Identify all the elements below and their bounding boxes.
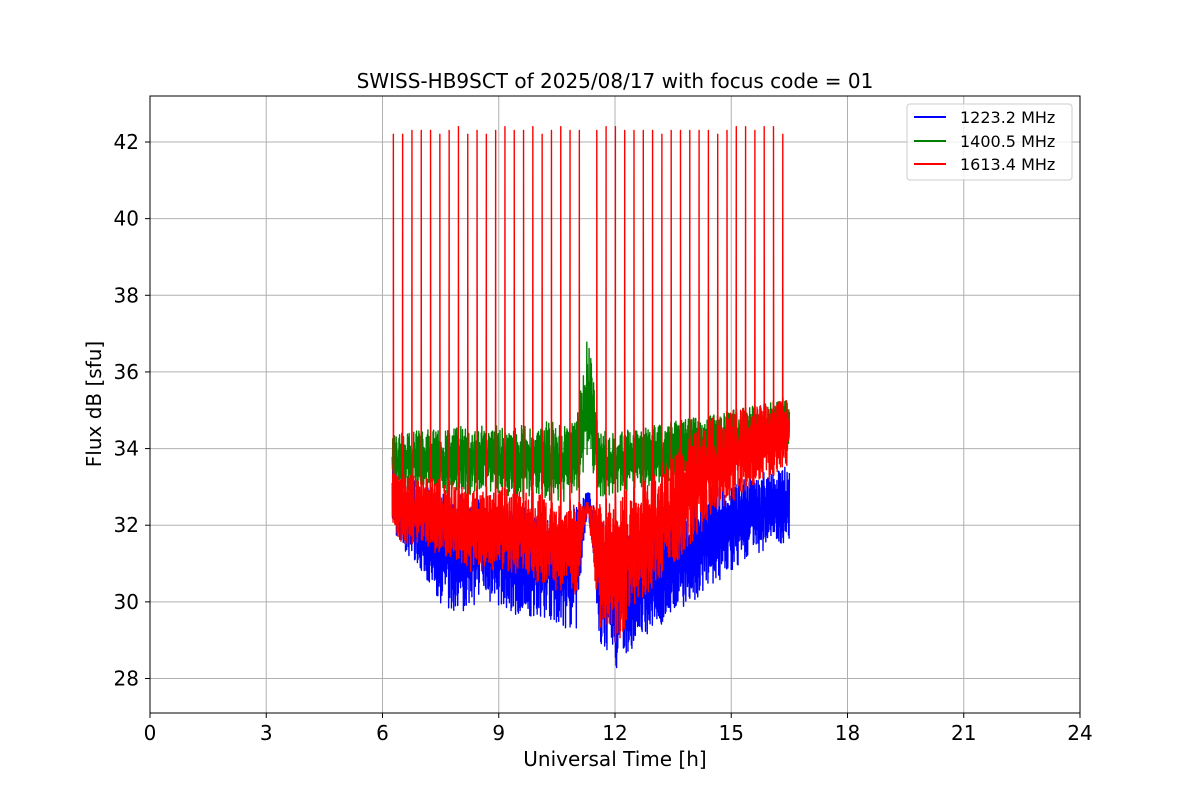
x-tick-label: 9 [492, 721, 505, 745]
y-tick-label: 36 [114, 360, 139, 384]
legend-label-1400-mhz: 1400.5 MHz [960, 132, 1055, 151]
y-axis-label: Flux dB [sfu] [82, 341, 106, 467]
x-tick-label: 21 [951, 721, 976, 745]
x-tick-label: 3 [260, 721, 273, 745]
y-tick-label: 28 [114, 667, 139, 691]
chart-title: SWISS-HB9SCT of 2025/08/17 with focus co… [357, 69, 874, 93]
x-tick-label: 24 [1067, 721, 1092, 745]
legend-box [906, 103, 1073, 181]
y-tick-label: 40 [114, 207, 139, 231]
x-axis-label: Universal Time [h] [523, 747, 706, 771]
x-tick-label: 15 [719, 721, 744, 745]
x-tick-label: 18 [835, 721, 860, 745]
y-tick-label: 42 [114, 130, 139, 154]
y-tick-label: 30 [114, 590, 139, 614]
y-tick-label: 34 [114, 437, 139, 461]
x-tick-label: 12 [602, 721, 627, 745]
plot-data [391, 125, 791, 669]
series-line-1613-mhz [391, 125, 791, 643]
x-tick-label: 6 [376, 721, 389, 745]
y-tick-label: 32 [114, 513, 139, 537]
x-tick-label: 0 [144, 721, 157, 745]
y-tick-label: 38 [114, 283, 139, 307]
legend: 1223.2 MHz 1400.5 MHz 1613.4 MHz [906, 103, 1073, 181]
legend-label-1613-mhz: 1613.4 MHz [960, 155, 1055, 174]
legend-label-1223-mhz: 1223.2 MHz [960, 108, 1055, 127]
